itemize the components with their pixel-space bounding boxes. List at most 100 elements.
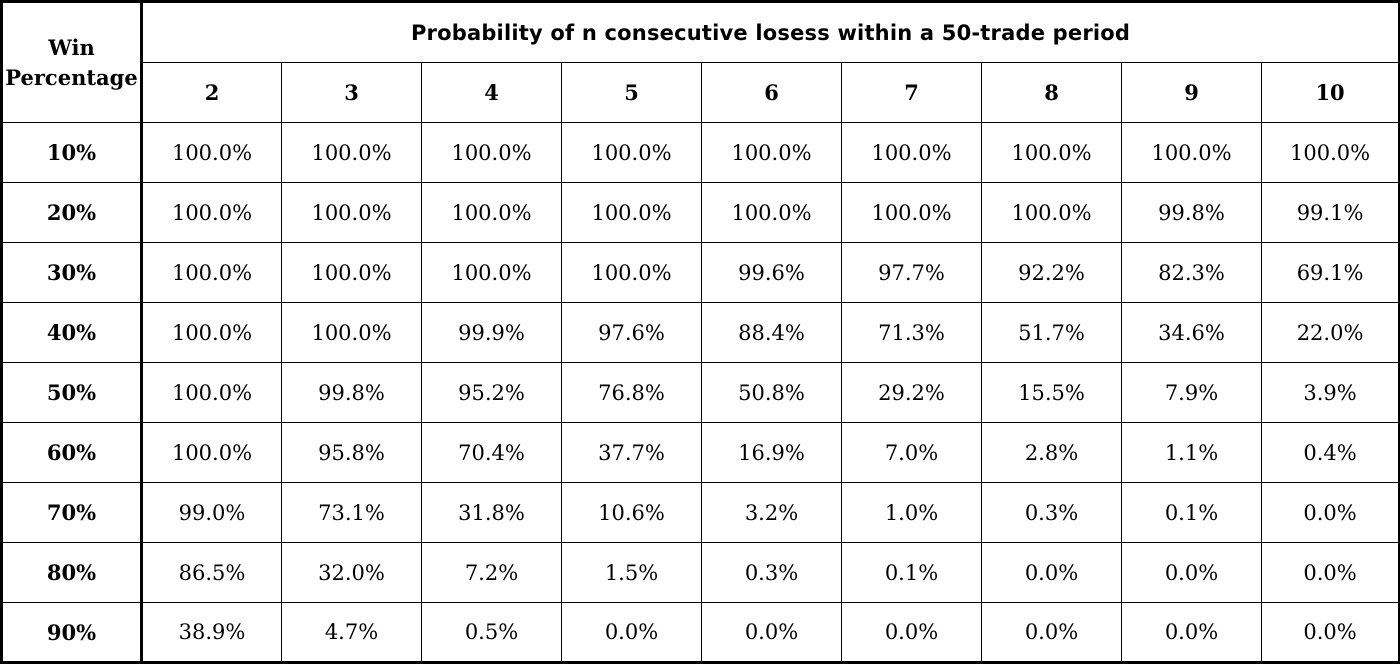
table-cell: 0.0% [1121,602,1262,664]
table-cell: 73.1% [281,482,422,543]
row-header-win-percentage: 70% [0,482,143,543]
table-cell: 37.7% [561,422,702,483]
table-cell: 50.8% [701,362,842,423]
table-cell: 16.9% [701,422,842,483]
column-header-row: 2 3 4 5 6 7 8 9 10 [2,62,1400,123]
table-cell: 100.0% [561,122,702,183]
table-cell: 71.3% [841,302,982,363]
column-header: 9 [1121,62,1262,123]
table-row: 40% 100.0% 100.0% 99.9% 97.6% 88.4% 71.3% 51.7%… [0,302,1400,363]
row-header-win-percentage: 20% [0,182,143,243]
table-cell: 99.8% [1121,182,1262,243]
win-percentage-header: Win Percentage [0,0,143,123]
table-row: 50% 100.0% 99.8% 95.2% 76.8% 50.8% 29.2% 15.5% 7… [0,362,1400,423]
table-cell: 0.0% [1260,482,1400,543]
table-cell: 100.0% [421,242,562,303]
table-cell: 100.0% [141,422,282,483]
table-cell: 100.0% [421,182,562,243]
table-cell: 31.8% [421,482,562,543]
table-cell: 7.0% [841,422,982,483]
table-cell: 10.6% [561,482,702,543]
table-cell: 95.2% [421,362,562,423]
row-header-win-percentage: 30% [0,242,143,303]
table-cell: 0.0% [841,602,982,664]
table-cell: 51.7% [981,302,1122,363]
table-cell: 15.5% [981,362,1122,423]
row-header-win-percentage: 60% [0,422,143,483]
row-header-win-percentage: 80% [0,542,143,603]
column-header: 2 [141,62,282,123]
table-cell: 99.1% [1260,182,1400,243]
table-cell: 100.0% [841,122,982,183]
table-cell: 100.0% [281,302,422,363]
table-cell: 0.4% [1260,422,1400,483]
table-cell: 97.7% [841,242,982,303]
table-cell: 0.0% [981,542,1122,603]
table-cell: 99.8% [281,362,422,423]
table-row: 10% 100.0% 100.0% 100.0% 100.0% 100.0% 100.0% 1… [0,122,1400,183]
table-row: 80% 86.5% 32.0% 7.2% 1.5% 0.3% 0.1% 0.0% 0.0% 0.0… [0,542,1400,603]
table-cell: 0.3% [701,542,842,603]
row-header-win-percentage: 50% [0,362,143,423]
table-row: 90% 38.9% 4.7% 0.5% 0.0% 0.0% 0.0% 0.0% 0.0% 0.0% [0,602,1400,664]
table-cell: 0.0% [981,602,1122,664]
table-cell: 86.5% [141,542,282,603]
table-cell: 95.8% [281,422,422,483]
table-cell: 100.0% [141,182,282,243]
table-body: 10% 100.0% 100.0% 100.0% 100.0% 100.0% 100.0% 1… [0,122,1400,664]
table-cell: 100.0% [141,302,282,363]
table-cell: 100.0% [281,122,422,183]
table-cell: 100.0% [1260,122,1400,183]
table-cell: 7.9% [1121,362,1262,423]
table-row: 20% 100.0% 100.0% 100.0% 100.0% 100.0% 100.0% 1… [0,182,1400,243]
table-cell: 0.1% [841,542,982,603]
table-cell: 2.8% [981,422,1122,483]
win-percentage-header-line2: Percentage [5,64,138,90]
table-cell: 32.0% [281,542,422,603]
table-cell: 0.0% [561,602,702,664]
table-cell: 100.0% [281,182,422,243]
table-cell: 88.4% [701,302,842,363]
table-cell: 34.6% [1121,302,1262,363]
table-cell: 1.5% [561,542,702,603]
table-cell: 99.9% [421,302,562,363]
table-cell: 0.5% [421,602,562,664]
table-cell: 0.0% [1121,542,1262,603]
table-row: 60% 100.0% 95.8% 70.4% 37.7% 16.9% 7.0% 2.8% 1.1… [0,422,1400,483]
table-cell: 29.2% [841,362,982,423]
table-cell: 100.0% [561,242,702,303]
table-cell: 100.0% [841,182,982,243]
table-cell: 1.1% [1121,422,1262,483]
table-cell: 100.0% [561,182,702,243]
table-cell: 100.0% [281,242,422,303]
row-header-win-percentage: 90% [0,602,143,664]
table-cell: 0.0% [701,602,842,664]
table-cell: 7.2% [421,542,562,603]
table-cell: 97.6% [561,302,702,363]
table-cell: 99.0% [141,482,282,543]
table-cell: 92.2% [981,242,1122,303]
table-cell: 1.0% [841,482,982,543]
table-cell: 0.0% [1260,602,1400,664]
table-cell: 99.6% [701,242,842,303]
table-cell: 4.7% [281,602,422,664]
table-cell: 82.3% [1121,242,1262,303]
table-cell: 0.1% [1121,482,1262,543]
column-header: 3 [281,62,422,123]
table-cell: 100.0% [981,122,1122,183]
table-cell: 69.1% [1260,242,1400,303]
row-header-win-percentage: 10% [0,122,143,183]
row-header-win-percentage: 40% [0,302,143,363]
table-cell: 0.3% [981,482,1122,543]
table-cell: 3.2% [701,482,842,543]
table-cell: 38.9% [141,602,282,664]
table-cell: 76.8% [561,362,702,423]
win-percentage-header-line1: Win [48,34,95,60]
table-cell: 0.0% [1260,542,1400,603]
column-header: 4 [421,62,562,123]
column-header: 5 [561,62,702,123]
column-header: 6 [701,62,842,123]
table-cell: 100.0% [701,122,842,183]
table-cell: 22.0% [1260,302,1400,363]
